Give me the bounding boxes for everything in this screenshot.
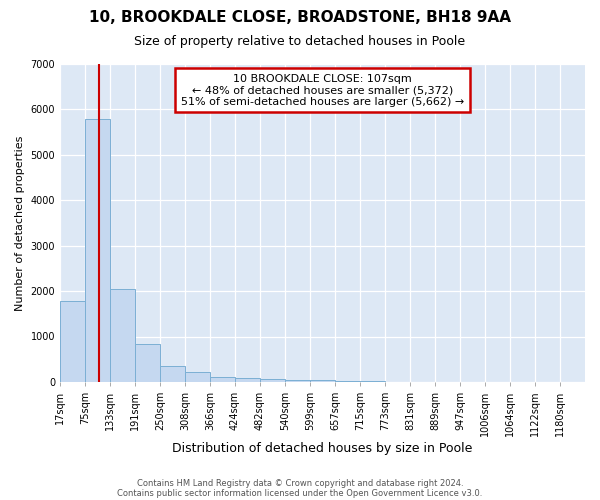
Bar [360, 381, 385, 382]
Bar [260, 379, 285, 382]
Text: 10, BROOKDALE CLOSE, BROADSTONE, BH18 9AA: 10, BROOKDALE CLOSE, BROADSTONE, BH18 9A… [89, 10, 511, 25]
Bar [135, 344, 160, 382]
Bar [110, 289, 135, 382]
X-axis label: Distribution of detached houses by size in Poole: Distribution of detached houses by size … [172, 442, 473, 455]
Bar [85, 120, 110, 382]
Text: 10 BROOKDALE CLOSE: 107sqm
← 48% of detached houses are smaller (5,372)
51% of s: 10 BROOKDALE CLOSE: 107sqm ← 48% of deta… [181, 74, 464, 106]
Bar [310, 380, 335, 382]
Text: Size of property relative to detached houses in Poole: Size of property relative to detached ho… [134, 35, 466, 48]
Bar [210, 377, 235, 382]
Y-axis label: Number of detached properties: Number of detached properties [15, 136, 25, 310]
Bar [160, 366, 185, 382]
Bar [285, 380, 310, 382]
Bar [335, 381, 360, 382]
Text: Contains public sector information licensed under the Open Government Licence v3: Contains public sector information licen… [118, 488, 482, 498]
Text: Contains HM Land Registry data © Crown copyright and database right 2024.: Contains HM Land Registry data © Crown c… [137, 478, 463, 488]
Bar [185, 372, 210, 382]
Bar [235, 378, 260, 382]
Bar [60, 301, 85, 382]
